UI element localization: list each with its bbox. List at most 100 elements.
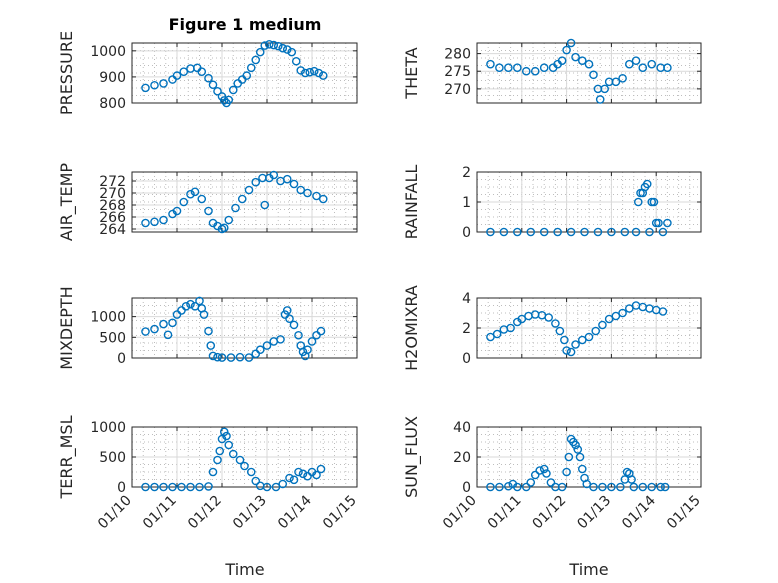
y-tick-label: 4 xyxy=(462,291,471,307)
y-tick-label: 0 xyxy=(462,480,471,496)
data-point xyxy=(658,227,668,237)
subplot-rainfall: 0 1 2 RAINFALL xyxy=(402,165,702,241)
data-point xyxy=(219,223,229,233)
data-point xyxy=(289,475,299,485)
data-point xyxy=(526,227,536,237)
data-point xyxy=(197,67,207,76)
data-point xyxy=(571,340,580,349)
y-tick-label: 500 xyxy=(99,330,126,346)
data-point xyxy=(526,478,536,487)
data-point xyxy=(645,227,654,237)
data-point xyxy=(206,341,216,350)
data-point xyxy=(282,306,292,315)
data-point xyxy=(251,349,261,359)
data-point xyxy=(159,79,168,88)
data-point xyxy=(224,440,234,450)
y-tick-label: 272 xyxy=(99,174,126,190)
data-point xyxy=(177,306,186,315)
subplot-pressure: 800 900 1000 PRESSURE xyxy=(57,31,358,115)
data-point xyxy=(649,197,659,207)
y-tick-label: 40 xyxy=(453,420,471,436)
y-tick-label: 0 xyxy=(117,480,126,496)
data-point xyxy=(539,227,549,237)
data-point xyxy=(208,351,218,361)
data-point xyxy=(204,326,213,336)
axes-box xyxy=(476,42,702,104)
x-tick-label: 01/14 xyxy=(275,492,315,532)
data-point xyxy=(316,464,326,474)
data-point xyxy=(631,227,641,237)
y-tick-label: 280 xyxy=(444,47,471,63)
data-point xyxy=(228,449,238,459)
data-point xyxy=(300,68,310,78)
data-point xyxy=(177,482,186,492)
data-point xyxy=(159,482,168,492)
data-point xyxy=(633,197,643,207)
x-tick-label: 01/10 xyxy=(95,493,135,533)
data-point xyxy=(219,427,229,437)
data-point xyxy=(654,218,663,228)
data-point xyxy=(262,341,272,350)
data-point xyxy=(226,353,236,362)
data-point xyxy=(589,70,598,80)
data-point xyxy=(141,218,150,228)
data-point xyxy=(577,464,587,474)
data-point xyxy=(318,194,328,204)
data-point xyxy=(663,63,672,73)
y-tick-label: 800 xyxy=(99,96,126,112)
data-point xyxy=(506,323,515,333)
data-point xyxy=(566,38,576,48)
data-point xyxy=(179,67,189,76)
y-tick-label: 0 xyxy=(462,351,471,367)
data-point xyxy=(584,59,594,69)
data-point xyxy=(625,304,634,313)
data-point xyxy=(589,482,598,492)
data-point xyxy=(307,337,317,346)
data-point xyxy=(296,185,306,195)
x-tick-label: 01/13 xyxy=(230,493,270,533)
data-point xyxy=(294,467,303,477)
data-point xyxy=(163,330,173,340)
data-point xyxy=(611,311,621,321)
data-point xyxy=(228,85,238,95)
data-point xyxy=(524,311,533,321)
data-point xyxy=(303,188,312,198)
data-point xyxy=(287,47,297,57)
x-axis-label-left: Time xyxy=(224,560,264,579)
data-point xyxy=(219,96,229,105)
data-point xyxy=(260,41,270,50)
data-point xyxy=(222,431,231,441)
x-tick-label: 01/12 xyxy=(530,493,570,533)
data-point xyxy=(622,467,632,477)
data-point xyxy=(557,56,567,65)
data-point xyxy=(486,227,495,237)
data-point xyxy=(150,482,159,492)
data-point xyxy=(285,314,294,323)
data-point xyxy=(593,227,603,237)
data-point xyxy=(618,73,627,83)
data-point xyxy=(186,189,195,199)
data-point xyxy=(551,319,560,328)
data-point xyxy=(539,464,549,474)
y-axis-label: THETA xyxy=(402,47,421,99)
subplot-h2omixra: 0 2 4 H2OMIXRA xyxy=(402,285,702,371)
y-axis-label: RAINFALL xyxy=(402,165,421,240)
data-point xyxy=(316,326,326,336)
data-point xyxy=(660,482,670,492)
data-point xyxy=(656,482,665,492)
data-point xyxy=(298,469,308,479)
y-tick-label: 270 xyxy=(444,82,471,98)
data-point xyxy=(255,47,265,57)
data-point xyxy=(618,308,627,318)
data-point xyxy=(575,452,585,462)
data-point xyxy=(235,455,245,465)
data-point xyxy=(251,476,261,486)
data-point xyxy=(224,215,234,225)
subplot-sun_flux: 0 20 40 01/10 01/11 01/12 01/13 01/14 01/15 SUN_F… xyxy=(402,416,704,532)
data-point xyxy=(179,197,189,207)
data-point xyxy=(264,40,274,49)
data-point xyxy=(269,40,279,50)
figure-title: Figure 1 medium xyxy=(169,15,322,34)
